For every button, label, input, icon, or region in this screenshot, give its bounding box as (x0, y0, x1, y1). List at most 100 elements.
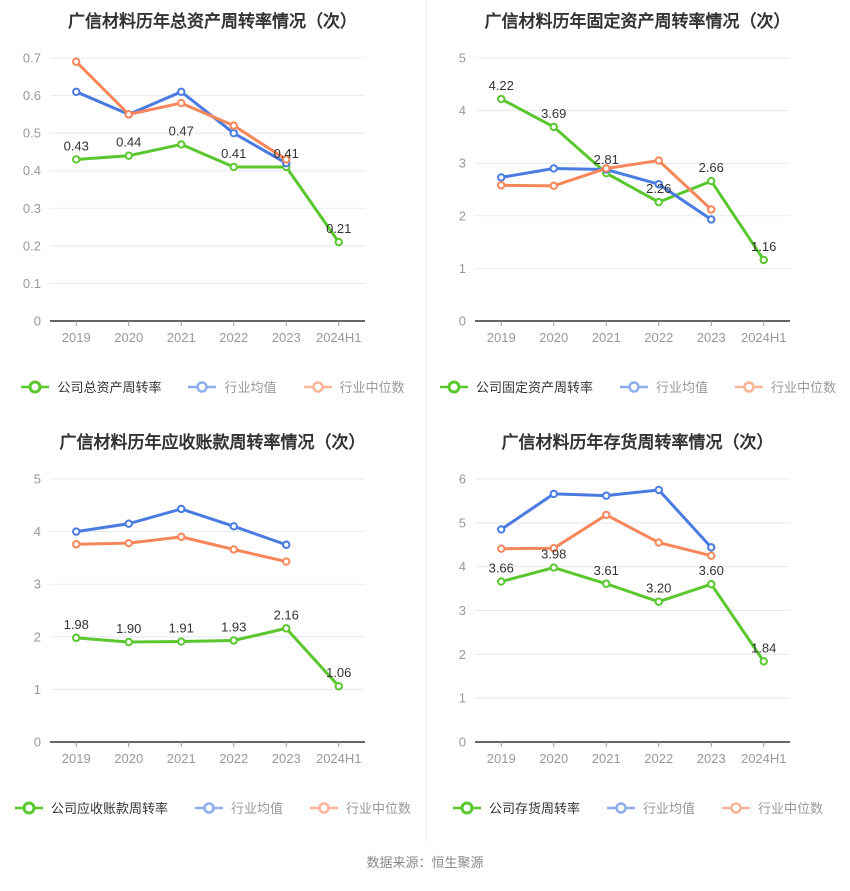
x-axis-tick-labels: 2019 2020 2021 2022 2023 2024H1 (487, 330, 787, 345)
x-axis-tick-labels: 2019 2020 2021 2022 2023 2024H1 (487, 751, 787, 766)
svg-text:2021: 2021 (167, 751, 196, 766)
x-axis (50, 320, 365, 326)
legend-item-company: 公司总资产周转率 (20, 377, 161, 396)
svg-text:4: 4 (459, 559, 466, 574)
legend-item-industry-avg: 行业均值 (606, 798, 695, 817)
svg-text:4: 4 (34, 524, 41, 539)
svg-text:1.91: 1.91 (169, 621, 194, 636)
legend-label: 行业均值 (642, 801, 695, 816)
svg-text:0.7: 0.7 (23, 51, 41, 66)
x-axis (50, 741, 365, 747)
inventory-turnover-plot: 0 1 2 3 4 5 6 2019 2020 2021 2022 2023 2024H1 3.66 3.9… (459, 472, 790, 766)
series-point-labels: 1.98 1.90 1.91 1.93 2.16 1.06 (64, 607, 352, 680)
legend-item-company: 公司固定资产周转率 (439, 377, 593, 396)
series-point-labels: 4.22 3.69 2.81 2.26 2.66 1.16 (489, 78, 777, 254)
gridlines (50, 478, 365, 690)
svg-text:0.41: 0.41 (274, 146, 299, 161)
svg-text:0: 0 (459, 314, 466, 329)
svg-text:0.4: 0.4 (23, 163, 41, 178)
legend-label: 行业中位数 (771, 380, 837, 395)
chart-title: 广信材料历年固定资产周转率情况（次） (484, 12, 791, 31)
chart-panel-fixed-asset-turnover: 广信材料历年固定资产周转率情况（次） 0 1 2 3 4 5 2019 2020 2021 202… (425, 0, 850, 421)
y-axis-tick-labels: 0 1 2 3 4 5 (34, 472, 41, 750)
line-series-icon (722, 801, 750, 814)
svg-text:0.44: 0.44 (116, 135, 141, 150)
y-axis-tick-labels: 0 1 2 3 4 5 6 (459, 472, 466, 750)
svg-text:2022: 2022 (644, 330, 673, 345)
charts-grid: 广信材料历年总资产周转率情况（次） 0 0.1 0.2 0.3 0.4 0.5 0.6 0.7… (0, 0, 850, 842)
chart-legend: 公司总资产周转率 行业均值 行业中位数 (20, 377, 405, 396)
svg-text:2021: 2021 (592, 330, 621, 345)
svg-text:3.66: 3.66 (489, 561, 514, 576)
legend-item-industry-median: 行业中位数 (721, 798, 823, 817)
chart-panel-inventory-turnover: 广信材料历年存货周转率情况（次） 0 1 2 3 4 5 6 2019 2020 2021 2022… (425, 421, 850, 842)
svg-text:2023: 2023 (272, 751, 301, 766)
svg-text:2.81: 2.81 (594, 152, 619, 167)
svg-text:2023: 2023 (697, 330, 726, 345)
line-series-icon (188, 380, 217, 393)
chart-panel-total-asset-turnover: 广信材料历年总资产周转率情况（次） 0 0.1 0.2 0.3 0.4 0.5 0.6 0.7… (0, 0, 425, 421)
series-line-industry-median (497, 510, 716, 560)
svg-text:6: 6 (459, 472, 466, 487)
legend-label: 行业中位数 (339, 380, 405, 395)
line-series-icon (310, 801, 338, 814)
chart-title: 广信材料历年应收账款周转率情况（次） (59, 433, 366, 452)
series-point-labels: 0.43 0.44 0.47 0.41 0.41 0.21 (64, 123, 352, 236)
svg-text:0.3: 0.3 (23, 201, 41, 216)
svg-text:3: 3 (459, 156, 466, 171)
svg-text:1: 1 (34, 682, 41, 697)
svg-text:0.41: 0.41 (221, 146, 246, 161)
svg-text:0: 0 (34, 735, 41, 750)
svg-text:1.06: 1.06 (326, 665, 351, 680)
svg-text:2019: 2019 (62, 751, 91, 766)
svg-text:0.6: 0.6 (23, 88, 41, 103)
series-line-industry-median (497, 156, 716, 214)
y-axis-tick-labels: 0 1 2 3 4 5 (459, 51, 466, 329)
svg-text:3: 3 (34, 577, 41, 592)
legend-item-industry-avg: 行业均值 (619, 377, 708, 396)
svg-text:3: 3 (459, 603, 466, 618)
svg-text:1.98: 1.98 (64, 617, 89, 632)
x-axis-tick-labels: 2019 2020 2021 2022 2023 2024H1 (62, 751, 362, 766)
line-series-icon (21, 380, 50, 393)
y-axis-tick-labels: 0 0.1 0.2 0.3 0.4 0.5 0.6 0.7 (23, 51, 41, 329)
svg-text:2020: 2020 (539, 751, 568, 766)
svg-text:0.21: 0.21 (326, 221, 351, 236)
svg-text:1.93: 1.93 (221, 619, 246, 634)
chart-title: 广信材料历年存货周转率情况（次） (501, 433, 774, 452)
svg-text:0: 0 (34, 314, 41, 329)
line-series-icon (619, 380, 648, 393)
series-line-industry-median (72, 57, 291, 164)
svg-text:2: 2 (459, 208, 466, 223)
svg-text:2024H1: 2024H1 (316, 330, 362, 345)
chart-legend: 公司固定资产周转率 行业均值 行业中位数 (439, 377, 836, 396)
svg-text:2023: 2023 (697, 751, 726, 766)
gridlines (50, 57, 365, 284)
x-axis-tick-labels: 2019 2020 2021 2022 2023 2024H1 (62, 330, 362, 345)
svg-text:3.60: 3.60 (699, 563, 724, 578)
svg-text:0.43: 0.43 (64, 138, 89, 153)
series-line-industry-median (72, 532, 291, 566)
svg-text:5: 5 (459, 51, 466, 66)
line-series-icon (606, 801, 635, 814)
series-line-industry-avg (497, 485, 716, 552)
svg-text:2.26: 2.26 (646, 181, 671, 196)
svg-text:2019: 2019 (487, 751, 516, 766)
svg-text:2022: 2022 (219, 751, 248, 766)
svg-text:4.22: 4.22 (489, 78, 514, 93)
series-line-industry-avg (72, 504, 291, 549)
svg-text:0.5: 0.5 (23, 126, 41, 141)
line-series-icon (735, 380, 763, 393)
legend-label: 行业中位数 (346, 801, 412, 816)
svg-text:2024H1: 2024H1 (741, 751, 787, 766)
svg-text:2021: 2021 (167, 330, 196, 345)
svg-text:2: 2 (459, 647, 466, 662)
svg-text:2019: 2019 (62, 330, 91, 345)
svg-text:3.69: 3.69 (541, 106, 566, 121)
svg-text:1: 1 (459, 691, 466, 706)
x-axis (475, 741, 790, 747)
chart-legend: 公司存货周转率 行业均值 行业中位数 (452, 798, 823, 817)
line-series-icon (452, 801, 481, 814)
